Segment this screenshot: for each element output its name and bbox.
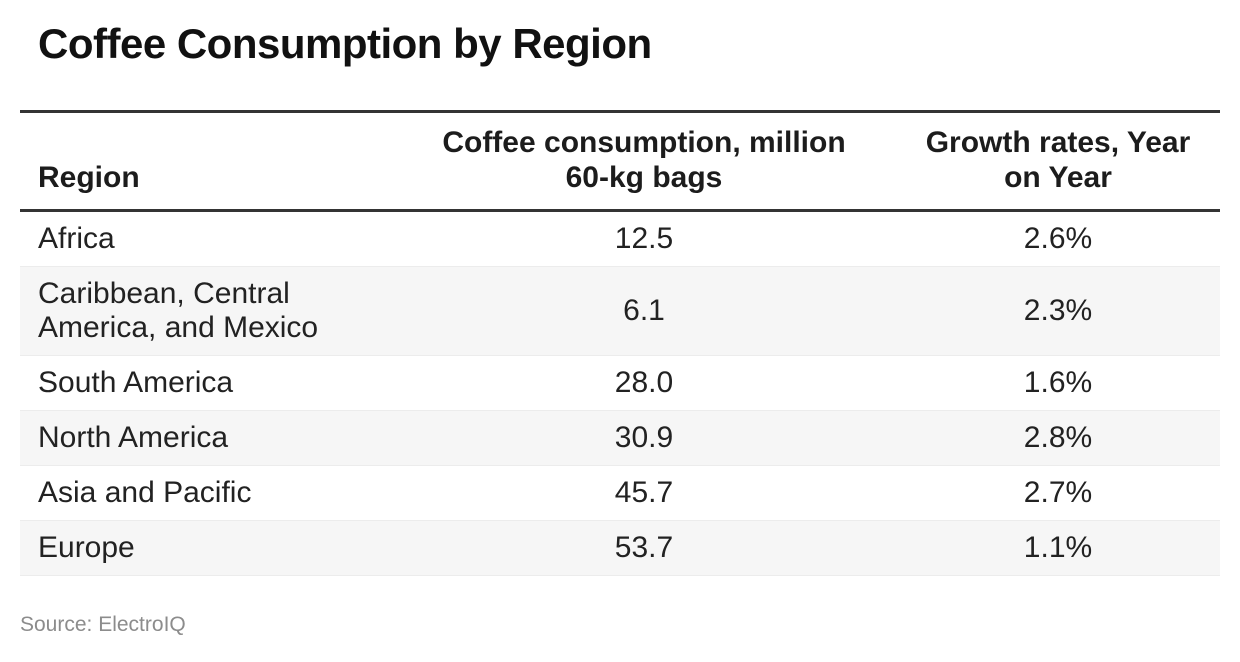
region-cell: Asia and Pacific [20, 465, 392, 521]
table-figure: Coffee Consumption by Region Region Coff… [0, 20, 1240, 662]
table-row: South America 28.0 1.6% [20, 355, 1220, 411]
region-cell: Europe [20, 520, 392, 576]
column-header-consumption-label: Coffee consumption, million 60-kg bags [442, 126, 846, 194]
page-title: Coffee Consumption by Region [38, 20, 652, 67]
table-header: Region Coffee consumption, million 60-kg… [20, 111, 1220, 212]
column-header-growth-label: Growth rates, Year on Year [925, 126, 1191, 194]
column-header-consumption: Coffee consumption, million 60-kg bags [392, 111, 896, 212]
column-header-region: Region [20, 111, 392, 212]
data-table: Region Coffee consumption, million 60-kg… [20, 110, 1220, 576]
growth-cell: 2.8% [896, 410, 1220, 466]
region-cell: Caribbean, Central America, and Mexico [20, 266, 392, 356]
source-attribution: Source: ElectroIQ [20, 613, 186, 636]
growth-cell: 2.6% [896, 210, 1220, 267]
growth-cell: 1.6% [896, 355, 1220, 411]
table-body: Africa 12.5 2.6% Caribbean, Central Amer… [20, 210, 1220, 576]
header-row: Region Coffee consumption, million 60-kg… [20, 111, 1220, 212]
table-row: Africa 12.5 2.6% [20, 210, 1220, 267]
column-header-growth: Growth rates, Year on Year [896, 111, 1220, 212]
growth-cell: 2.3% [896, 266, 1220, 356]
growth-cell: 2.7% [896, 465, 1220, 521]
table-row: North America 30.9 2.8% [20, 410, 1220, 466]
region-cell: Africa [20, 210, 392, 267]
column-header-region-label: Region [38, 161, 140, 194]
region-cell: North America [20, 410, 392, 466]
consumption-cell: 12.5 [392, 210, 896, 267]
consumption-cell: 6.1 [392, 266, 896, 356]
table-row: Asia and Pacific 45.7 2.7% [20, 465, 1220, 521]
table-row: Europe 53.7 1.1% [20, 520, 1220, 576]
consumption-cell: 28.0 [392, 355, 896, 411]
table-container: Region Coffee consumption, million 60-kg… [20, 110, 1220, 576]
table-row: Caribbean, Central America, and Mexico 6… [20, 266, 1220, 356]
consumption-cell: 30.9 [392, 410, 896, 466]
region-cell: South America [20, 355, 392, 411]
consumption-cell: 45.7 [392, 465, 896, 521]
consumption-cell: 53.7 [392, 520, 896, 576]
growth-cell: 1.1% [896, 520, 1220, 576]
